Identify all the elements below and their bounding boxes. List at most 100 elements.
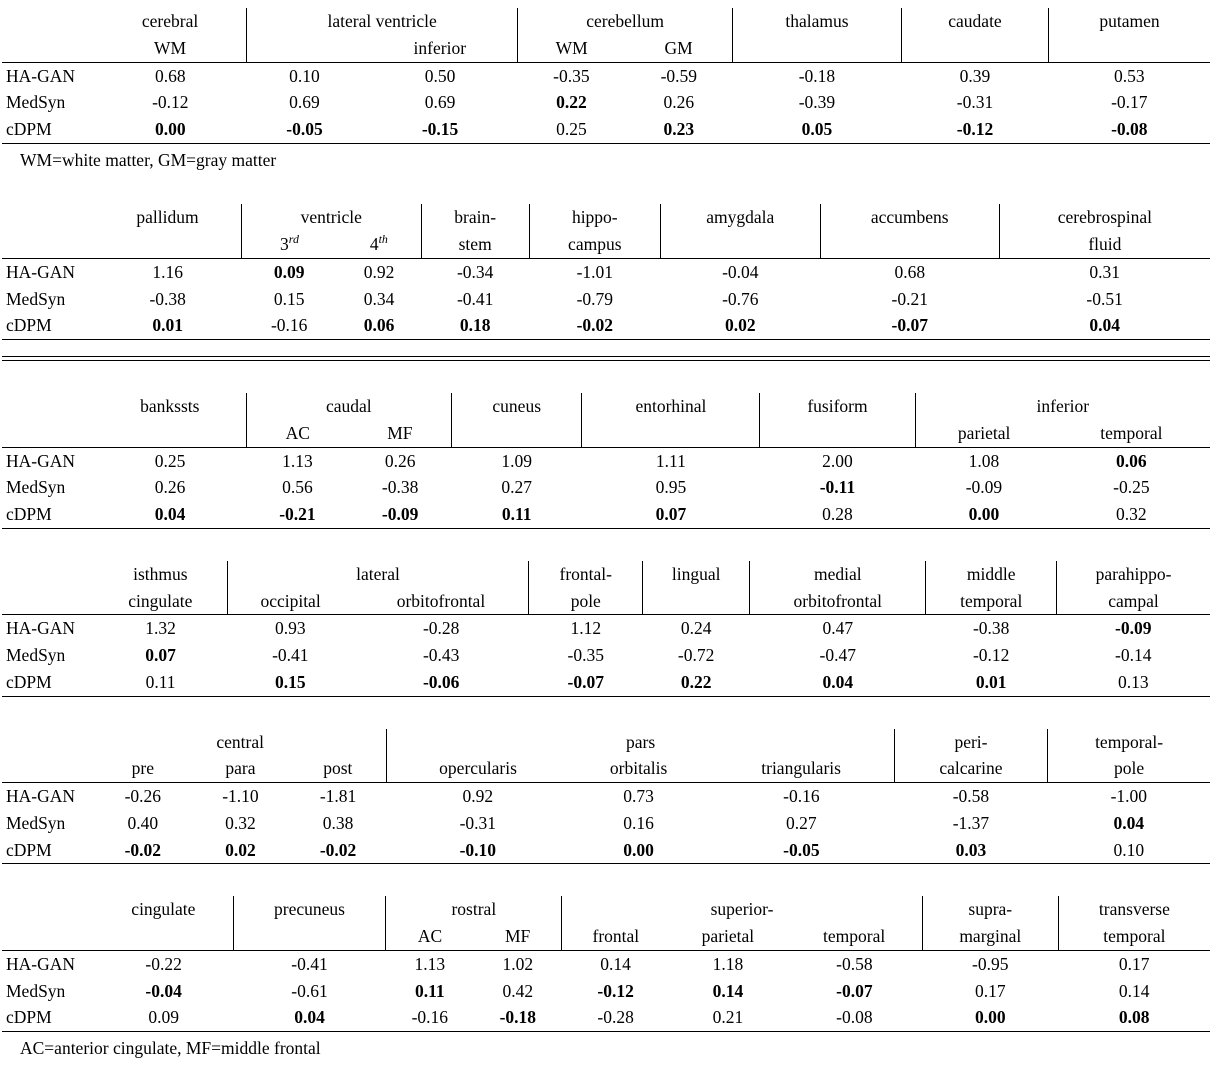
data-cell: 0.47 bbox=[822, 618, 854, 639]
column-group-label: caudate bbox=[900, 8, 1049, 35]
column-sub-label: AC bbox=[245, 419, 349, 448]
data-cell: -0.38 bbox=[149, 288, 186, 309]
data-cell: 0.13 bbox=[1056, 668, 1210, 697]
column-group-label: middle bbox=[925, 560, 1057, 588]
data-row-medsyn: MedSyn -0.04 -0.61 0.11 0.42 -0.12 0.14 -0.07 0.… bbox=[2, 978, 1210, 1005]
data-cell-best: -0.12 bbox=[901, 116, 1049, 144]
column-sub-label bbox=[1048, 34, 1210, 63]
data-row-cdpm: cDPM 0.11 0.15 -0.06 -0.07 0.22 0.04 0.01 0.13 bbox=[2, 668, 1210, 697]
column-group-label: temporal- bbox=[1047, 728, 1210, 756]
column-sub-label bbox=[731, 34, 902, 63]
data-cell-best: 0.23 bbox=[625, 116, 733, 144]
data-row-medsyn: MedSyn 0.07 -0.41 -0.43 -0.35 -0.72 -0.47 -0.12… bbox=[2, 642, 1210, 669]
data-cell: -0.28 bbox=[561, 1004, 670, 1033]
column-sub-label bbox=[94, 923, 234, 951]
data-cell: 1.16 bbox=[152, 261, 184, 282]
data-cell-best: 0.09 bbox=[273, 261, 305, 282]
row-label: MedSyn bbox=[6, 645, 66, 666]
data-cell-best: -0.09 bbox=[348, 501, 452, 529]
data-cell: -1.10 bbox=[222, 786, 259, 807]
data-cell: 0.31 bbox=[1089, 261, 1120, 282]
data-row-cdpm: cDPM 0.04 -0.21 -0.09 0.11 0.07 0.28 0.00 0.32 bbox=[2, 501, 1210, 529]
data-cell: -0.34 bbox=[456, 261, 494, 282]
row-label: HA-GAN bbox=[6, 786, 76, 807]
data-cell-best: 0.06 bbox=[1116, 450, 1147, 471]
table-cortical-3: central pars peri-temporal-pre para post oper… bbox=[2, 728, 1210, 865]
column-sub-label bbox=[450, 419, 582, 448]
data-cell: -0.16 bbox=[241, 312, 338, 341]
header-row-groups: pallidum ventricle brain-hippo-amygdala acc… bbox=[2, 203, 1210, 231]
column-group-label: lingual bbox=[642, 560, 750, 588]
row-label-spacer bbox=[2, 896, 94, 923]
row-label: cDPM bbox=[2, 1004, 94, 1033]
data-cell: -0.39 bbox=[798, 92, 836, 113]
column-sub-label: para bbox=[191, 755, 290, 784]
data-cell: -0.04 bbox=[722, 261, 759, 282]
data-cell-best: 0.05 bbox=[732, 116, 902, 144]
superscript: rd bbox=[288, 232, 299, 247]
data-cell: 1.11 bbox=[655, 450, 686, 471]
column-group-label: transverse bbox=[1057, 896, 1210, 924]
row-label: MedSyn bbox=[6, 92, 66, 113]
data-cell: -0.41 bbox=[456, 288, 494, 309]
data-cell: 0.10 bbox=[1047, 836, 1210, 865]
data-cell: -0.43 bbox=[422, 645, 460, 666]
column-group-label: fusiform bbox=[759, 393, 916, 420]
column-sub-label: campal bbox=[1056, 587, 1210, 616]
data-cell-best: 0.08 bbox=[1058, 1004, 1210, 1033]
row-label: cDPM bbox=[2, 668, 94, 697]
data-cell: -0.21 bbox=[891, 288, 928, 309]
row-label: HA-GAN bbox=[6, 261, 76, 282]
data-row-cdpm: cDPM 0.01 -0.16 0.06 0.18 -0.02 0.02 -0.07 0.04 bbox=[2, 312, 1210, 341]
data-cell: -0.26 bbox=[124, 786, 162, 807]
data-cell-best: 0.11 bbox=[451, 501, 582, 529]
data-cell-best: -0.11 bbox=[819, 477, 856, 498]
column-group-label: cuneus bbox=[450, 393, 582, 420]
column-group-label: accumbens bbox=[819, 203, 1000, 231]
data-cell-best: -0.10 bbox=[386, 836, 569, 865]
column-group-label: bankssts bbox=[140, 396, 200, 417]
table-cortical-1-block: bankssts caudal cuneus entorhinal fusiform in… bbox=[2, 393, 1210, 529]
data-cell: -0.58 bbox=[952, 786, 990, 807]
table-subcortical-1: cerebral lateral ventricle cerebellum thala… bbox=[2, 8, 1210, 144]
table-cortical-2: isthmus lateral frontal-lingual medial middl… bbox=[2, 560, 1210, 697]
column-group-label: cingulate bbox=[131, 899, 196, 920]
column-sub-label: frontal bbox=[561, 923, 670, 951]
column-group-label: medial bbox=[749, 560, 926, 588]
data-cell: 0.15 bbox=[273, 288, 305, 309]
data-row-cdpm: cDPM -0.02 0.02 -0.02 -0.10 0.00 -0.05 0.03 0.10 bbox=[2, 836, 1210, 865]
column-sub-label: GM bbox=[625, 34, 733, 63]
data-cell: -0.47 bbox=[819, 645, 856, 666]
column-sub-label: pole bbox=[1047, 755, 1210, 784]
row-label: HA-GAN bbox=[6, 65, 76, 86]
column-sub-label bbox=[246, 34, 363, 63]
data-cell: 0.50 bbox=[424, 65, 456, 86]
data-cell: 0.11 bbox=[94, 668, 228, 697]
data-row-medsyn: MedSyn 0.40 0.32 0.38 -0.31 0.16 0.27 -1.37 0.04 bbox=[2, 810, 1210, 837]
data-cell: -0.31 bbox=[956, 92, 994, 113]
column-group-label: cerebellum bbox=[517, 8, 733, 35]
data-cell: 1.13 bbox=[282, 450, 313, 471]
table-cortical-3-block: central pars peri-temporal-pre para post oper… bbox=[2, 728, 1210, 865]
data-cell-best: 0.00 bbox=[915, 501, 1053, 529]
data-cell-best: -0.05 bbox=[708, 836, 895, 865]
data-cell: -0.51 bbox=[1086, 288, 1123, 309]
data-cell: -0.09 bbox=[965, 477, 1003, 498]
data-cell: -0.12 bbox=[972, 645, 1010, 666]
data-cell: -0.18 bbox=[798, 65, 836, 86]
row-label: MedSyn bbox=[6, 477, 66, 498]
data-cell: -0.41 bbox=[272, 645, 309, 666]
data-cell-best: 0.04 bbox=[233, 1004, 386, 1033]
header-row-groups: cingulate precuneus rostral superior-supra-… bbox=[2, 896, 1210, 924]
data-cell-best: -0.06 bbox=[353, 668, 529, 697]
data-cell: 0.27 bbox=[786, 812, 817, 833]
data-cell: 0.16 bbox=[623, 812, 654, 833]
data-cell: 0.21 bbox=[669, 1004, 787, 1033]
column-group-label: caudal bbox=[245, 393, 452, 420]
column-group-label: entorhinal bbox=[581, 393, 760, 420]
data-cell-best: 0.04 bbox=[1113, 812, 1145, 833]
header-row-subcolumns: cingulate occipital orbitofrontal pole orbit… bbox=[2, 587, 1210, 616]
data-cell-best: 0.15 bbox=[227, 668, 354, 697]
data-cell-best: 0.02 bbox=[660, 312, 821, 341]
table-cortical-4: cingulate precuneus rostral superior-supra-… bbox=[2, 896, 1210, 1033]
